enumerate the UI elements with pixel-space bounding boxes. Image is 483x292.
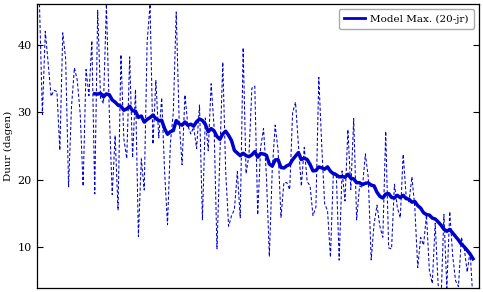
Y-axis label: Duur (dagen): Duur (dagen)	[4, 111, 14, 181]
Legend: Model Max. (20-jr): Model Max. (20-jr)	[339, 9, 474, 29]
